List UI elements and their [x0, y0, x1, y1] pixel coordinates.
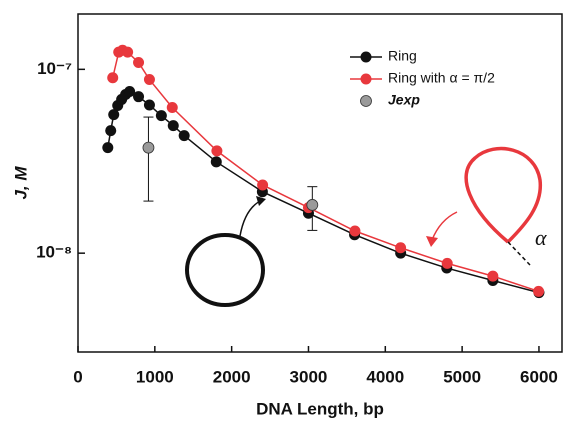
- point: [306, 199, 319, 211]
- series-line: [111, 49, 539, 293]
- point: [395, 242, 407, 254]
- point: [124, 85, 136, 97]
- point: [210, 156, 222, 168]
- legend-marker: [360, 95, 372, 107]
- point: [166, 102, 178, 114]
- x-tick-label: 5000: [443, 367, 481, 386]
- point: [107, 72, 119, 84]
- point: [105, 125, 117, 137]
- point: [108, 109, 120, 121]
- point: [167, 120, 179, 132]
- point: [143, 74, 155, 86]
- legend-marker: [360, 51, 372, 63]
- point: [178, 130, 190, 142]
- point: [155, 110, 167, 122]
- x-axis-label: DNA Length, bp: [256, 399, 384, 418]
- tangent-line: [507, 241, 531, 266]
- legend-label: Ring: [388, 48, 417, 64]
- point: [133, 56, 145, 68]
- point: [441, 257, 453, 269]
- x-tick-label: 4000: [366, 367, 404, 386]
- x-tick-label: 6000: [520, 367, 558, 386]
- point: [102, 142, 114, 154]
- arrow: [431, 211, 458, 241]
- y-axis-label: J, M: [11, 166, 30, 200]
- x-tick-label: 0: [73, 367, 82, 386]
- legend-label: Ring with α = π/2: [388, 70, 495, 86]
- plot-frame: [77, 13, 563, 353]
- legend-marker: [360, 73, 372, 85]
- arrowhead: [426, 236, 438, 247]
- legend-label: Jexp: [388, 92, 420, 108]
- point: [142, 141, 155, 154]
- point: [143, 99, 155, 111]
- x-tick-label: 2000: [213, 367, 251, 386]
- point: [257, 179, 269, 191]
- teardrop-icon: [464, 146, 543, 244]
- arrowhead: [256, 196, 266, 206]
- point: [487, 270, 499, 282]
- point: [349, 225, 361, 237]
- y-tick-label: 10⁻⁸: [36, 243, 72, 262]
- y-tick-label: 10⁻⁷: [37, 59, 72, 78]
- point: [533, 285, 545, 297]
- x-tick-label: 3000: [290, 367, 328, 386]
- point: [122, 46, 134, 58]
- point: [133, 91, 145, 103]
- angle-label: α: [535, 225, 547, 250]
- point: [211, 145, 223, 157]
- arrow: [239, 199, 263, 237]
- x-tick-label: 1000: [136, 367, 174, 386]
- ring-icon: [185, 233, 265, 307]
